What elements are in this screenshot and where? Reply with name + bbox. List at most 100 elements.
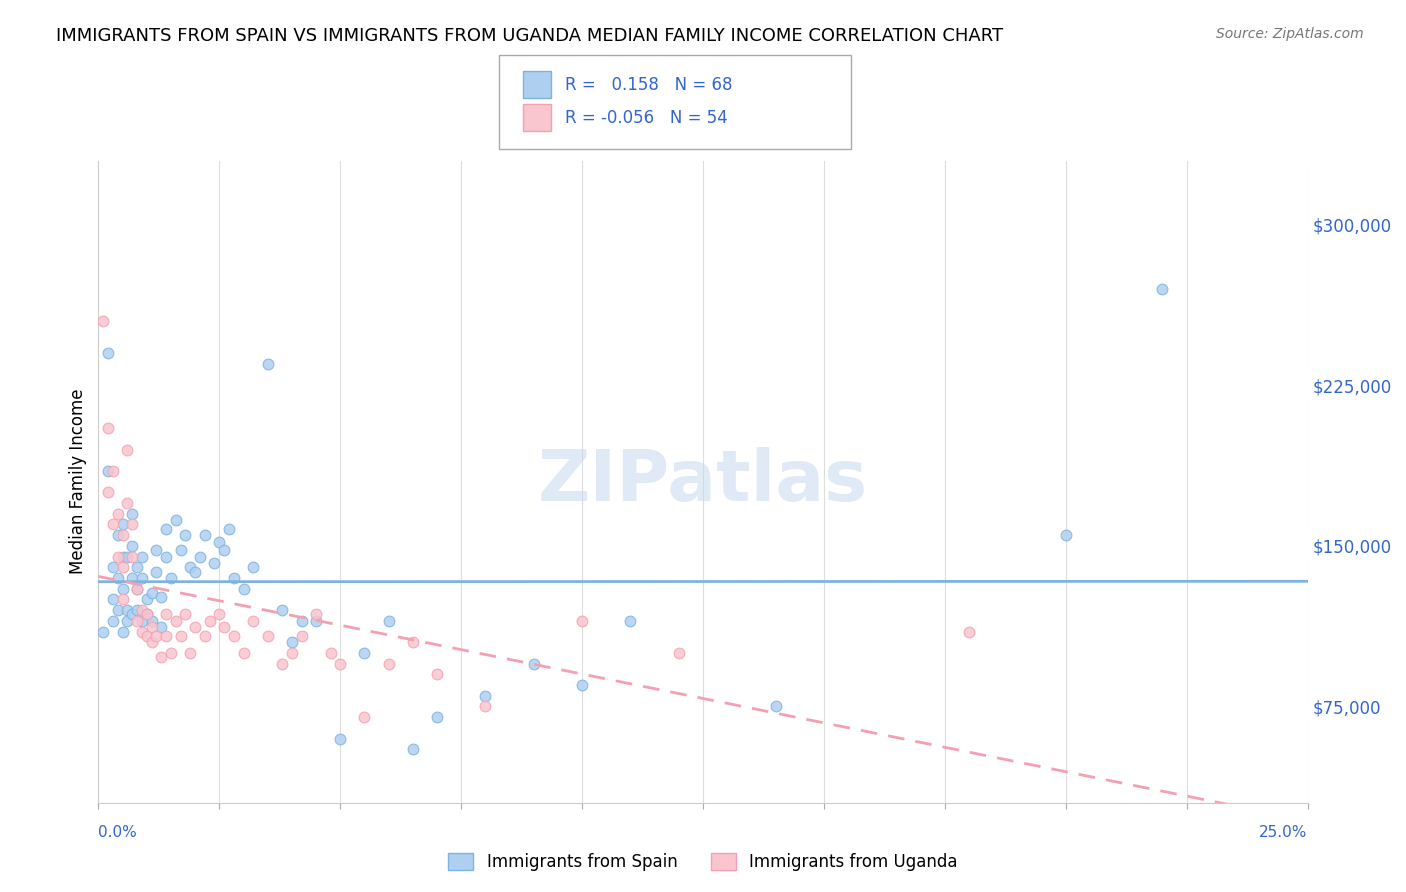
Point: [169, 543, 191, 558]
Point: [111, 592, 134, 607]
Point: [212, 543, 235, 558]
Point: [619, 614, 641, 628]
Point: [91, 314, 114, 328]
Point: [305, 607, 328, 622]
Point: [117, 614, 139, 628]
Point: [232, 582, 254, 596]
Point: [523, 657, 546, 671]
Point: [174, 607, 197, 622]
Point: [107, 528, 129, 542]
Point: [179, 560, 201, 574]
Text: ZIPatlas: ZIPatlas: [538, 447, 868, 516]
Point: [121, 549, 143, 564]
Point: [329, 657, 352, 671]
Point: [377, 657, 399, 671]
Point: [131, 603, 153, 617]
Point: [111, 549, 134, 564]
Point: [150, 650, 173, 665]
Point: [160, 646, 183, 660]
Point: [141, 586, 163, 600]
Point: [127, 603, 149, 617]
Point: [145, 565, 167, 579]
Point: [188, 549, 211, 564]
Point: [117, 549, 139, 564]
Point: [204, 556, 226, 570]
Point: [117, 603, 139, 617]
Point: [121, 507, 143, 521]
Legend: Immigrants from Spain, Immigrants from Uganda: Immigrants from Spain, Immigrants from U…: [441, 847, 965, 878]
Point: [218, 522, 240, 536]
Point: [256, 629, 278, 643]
Point: [165, 513, 187, 527]
Point: [135, 607, 157, 622]
Text: R = -0.056   N = 54: R = -0.056 N = 54: [565, 109, 728, 127]
Point: [107, 571, 129, 585]
Point: [353, 646, 375, 660]
Point: [101, 560, 124, 574]
Point: [208, 534, 231, 549]
Point: [117, 442, 139, 457]
Point: [155, 522, 177, 536]
Text: 0.0%: 0.0%: [98, 825, 138, 840]
Point: [101, 592, 124, 607]
Point: [145, 543, 167, 558]
Text: 25.0%: 25.0%: [1260, 825, 1308, 840]
Point: [281, 646, 304, 660]
Point: [145, 629, 167, 643]
Point: [111, 517, 134, 532]
Point: [141, 620, 163, 634]
Point: [111, 528, 134, 542]
Point: [222, 571, 245, 585]
Point: [131, 571, 153, 585]
Point: [232, 646, 254, 660]
Point: [155, 607, 177, 622]
Point: [155, 629, 177, 643]
Point: [402, 635, 425, 649]
Point: [1054, 528, 1077, 542]
Point: [101, 517, 124, 532]
Point: [198, 614, 221, 628]
Point: [111, 560, 134, 574]
Point: [131, 624, 153, 639]
Point: [571, 678, 593, 692]
Point: [290, 614, 312, 628]
Point: [127, 614, 149, 628]
Point: [957, 624, 980, 639]
Point: [160, 571, 183, 585]
Point: [101, 614, 124, 628]
Point: [107, 603, 129, 617]
Point: [377, 614, 399, 628]
Point: [222, 629, 245, 643]
Point: [121, 571, 143, 585]
Point: [107, 549, 129, 564]
Point: [101, 464, 124, 478]
Point: [765, 699, 787, 714]
Point: [169, 629, 191, 643]
Point: [474, 689, 496, 703]
Point: [571, 614, 593, 628]
Point: [127, 582, 149, 596]
Point: [305, 614, 328, 628]
Point: [668, 646, 690, 660]
Point: [319, 646, 342, 660]
Point: [165, 614, 187, 628]
Point: [150, 591, 173, 605]
Point: [208, 607, 231, 622]
Point: [1152, 282, 1174, 296]
Text: IMMIGRANTS FROM SPAIN VS IMMIGRANTS FROM UGANDA MEDIAN FAMILY INCOME CORRELATION: IMMIGRANTS FROM SPAIN VS IMMIGRANTS FROM…: [56, 27, 1004, 45]
Point: [131, 614, 153, 628]
Point: [111, 624, 134, 639]
Point: [117, 496, 139, 510]
Point: [131, 549, 153, 564]
Point: [121, 517, 143, 532]
Y-axis label: Median Family Income: Median Family Income: [69, 389, 87, 574]
Point: [127, 560, 149, 574]
Point: [184, 620, 207, 634]
Point: [135, 607, 157, 622]
Point: [107, 507, 129, 521]
Point: [121, 539, 143, 553]
Point: [194, 629, 217, 643]
Point: [141, 614, 163, 628]
Point: [141, 635, 163, 649]
Text: Source: ZipAtlas.com: Source: ZipAtlas.com: [1216, 27, 1364, 41]
